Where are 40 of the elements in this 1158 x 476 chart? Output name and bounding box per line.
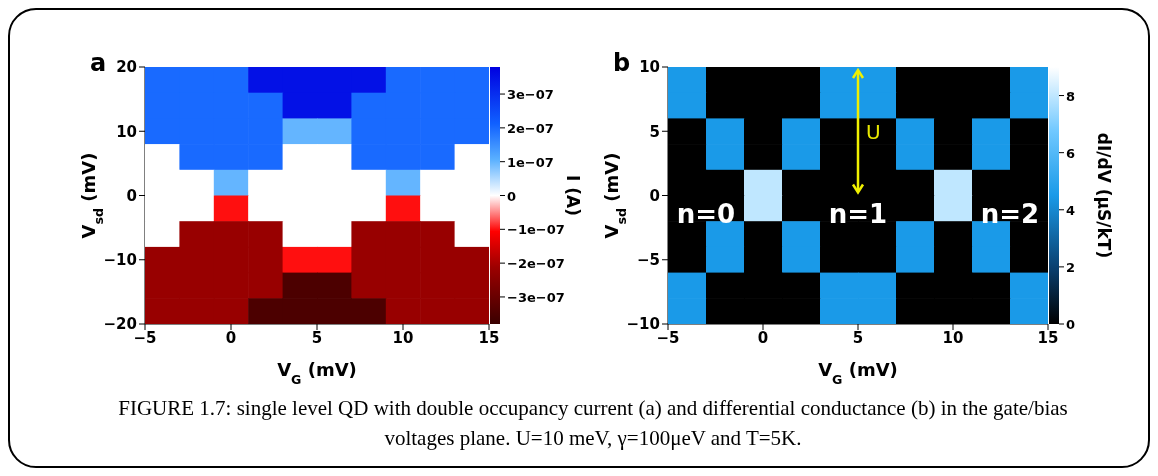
color-bar-label: 6: [1066, 145, 1076, 161]
color-bar-label: 0: [1066, 317, 1076, 332]
y-tick-label: −10: [103, 251, 137, 270]
caption: FIGURE 1.7: single level QD with double occupancy current (a) and differential conductance (b) in the gate/bias voltages plane. U=10 meV, γ=100μeV and T=5K.: [117, 395, 1069, 452]
color-bar-title: dI/dV (μS/kT): [1094, 132, 1114, 259]
y-tick-label: 0: [126, 186, 137, 205]
chart-title: b: [613, 49, 631, 77]
x-tick-label: 10: [942, 328, 964, 347]
x-tick-label: 5: [311, 328, 323, 347]
y-tick-label: −5: [636, 251, 660, 270]
color-bar-label: −1e−07: [507, 222, 565, 238]
color-bar-label: 1e−07: [507, 154, 554, 170]
y-tick-label: 10: [639, 58, 660, 77]
color-bar-label: 4: [1066, 202, 1076, 218]
y-tick-label: 5: [649, 122, 660, 141]
color-bar-label: −3e−07: [507, 289, 565, 305]
annotation: U: [865, 120, 881, 145]
x-axis-title: V$_{G}$ (mV): [277, 359, 357, 387]
color-bar-label: 2e−07: [507, 120, 554, 136]
color-bar-title: I (A): [563, 175, 583, 216]
color-bar-label: −2e−07: [507, 256, 565, 272]
annotation: n=2: [980, 198, 1040, 229]
x-axis-title: V$_{G}$ (mV): [818, 359, 898, 387]
x-tick-label: 15: [478, 328, 500, 347]
color-bar-label: 3e−07: [507, 87, 554, 103]
x-tick-label: 5: [852, 328, 864, 347]
annotation: n=1: [828, 198, 888, 229]
y-tick-label: 0: [649, 186, 660, 205]
color-bar-label: 8: [1066, 88, 1076, 104]
annotation: n=0: [676, 198, 736, 229]
x-tick-label: 0: [225, 328, 237, 347]
y-tick-label: −10: [626, 315, 660, 334]
x-tick-label: 15: [1037, 328, 1059, 347]
chart-title: a: [90, 49, 107, 77]
color-bar-label: 0: [507, 188, 517, 204]
y-tick-label: 10: [116, 122, 137, 141]
x-tick-label: 0: [757, 328, 769, 347]
x-tick-label: 10: [392, 328, 414, 347]
y-tick-label: 20: [116, 58, 137, 77]
color-bar-label: 2: [1066, 259, 1076, 275]
